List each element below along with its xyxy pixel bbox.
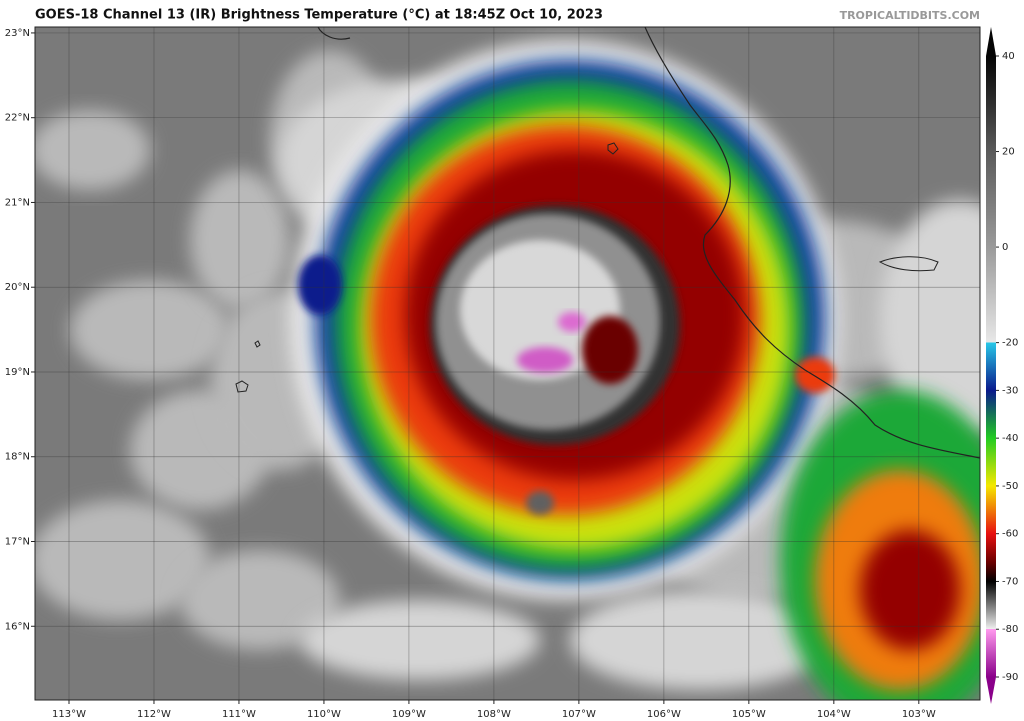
lon-tick-label: 109°W: [392, 709, 426, 720]
colorbar-tick-label: -50: [1002, 481, 1018, 492]
lon-tick-label: 105°W: [732, 709, 766, 720]
lon-tick-label: 104°W: [817, 709, 851, 720]
lon-tick-label: 107°W: [562, 709, 596, 720]
lat-tick-label: 23°N: [5, 28, 30, 39]
colorbar-top-arrow: [986, 27, 996, 56]
colorbar-bar: [986, 56, 996, 677]
title: GOES-18 Channel 13 (IR) Brightness Tempe…: [35, 8, 603, 23]
lon-tick-label: 111°W: [222, 709, 256, 720]
ir-imagery: [35, 27, 980, 700]
lat-tick-label: 16°N: [5, 621, 30, 632]
lon-tick-label: 113°W: [52, 709, 86, 720]
colorbar-tick-label: -90: [1002, 672, 1018, 683]
colorbar-tick-label: -80: [1002, 624, 1018, 635]
lat-tick-label: 19°N: [5, 367, 30, 378]
lon-tick-label: 112°W: [137, 709, 171, 720]
map-overlay: [35, 27, 980, 700]
islands: [235, 142, 939, 393]
lon-tick-label: 103°W: [902, 709, 936, 720]
colorbar-tick-label: -40: [1002, 433, 1018, 444]
lat-tick-label: 18°N: [5, 452, 30, 463]
colorbar: 40 20 0 -20 -30 -40 -50 -60 -70 -80 -90: [986, 27, 1018, 704]
colorbar-tick-label: 0: [1002, 242, 1008, 253]
lon-tick-label: 108°W: [477, 709, 511, 720]
coastline: [317, 27, 980, 459]
colorbar-tick-label: -20: [1002, 338, 1018, 349]
credit: TROPICALTIDBITS.COM: [840, 9, 980, 22]
map-frame: [34, 26, 981, 701]
colorbar-bottom-arrow: [986, 677, 996, 704]
lat-tick-label: 17°N: [5, 536, 30, 547]
axes: 113°W 112°W 111°W 110°W 109°W 108°W 107°W 106°W…: [5, 28, 936, 720]
colorbar-tick-label: 40: [1002, 51, 1015, 62]
lat-tick-label: 22°N: [5, 113, 30, 124]
lat-tick-label: 21°N: [5, 197, 30, 208]
lon-tick-label: 106°W: [647, 709, 681, 720]
colorbar-tick-label: -30: [1002, 385, 1018, 396]
colorbar-tick-label: 20: [1002, 147, 1015, 158]
lat-tick-label: 20°N: [5, 282, 30, 293]
lon-tick-label: 110°W: [307, 709, 341, 720]
colorbar-tick-label: -60: [1002, 529, 1018, 540]
colorbar-tick-label: -70: [1002, 576, 1018, 587]
